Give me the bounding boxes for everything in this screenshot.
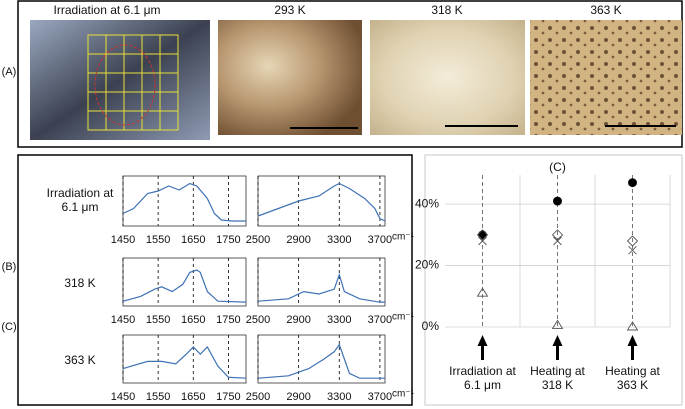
chart-title: (C) bbox=[549, 160, 566, 174]
x-tick-label: 2900 bbox=[286, 234, 310, 246]
spectrum-line bbox=[257, 182, 386, 222]
micrograph bbox=[218, 20, 362, 135]
image-label: 318 K bbox=[431, 3, 462, 17]
x-tick-label: 3700 bbox=[368, 314, 392, 326]
image-label: 363 K bbox=[590, 3, 621, 17]
spectrum-line bbox=[122, 346, 247, 379]
x-tick-label: 1750 bbox=[216, 314, 240, 326]
arrow-head bbox=[627, 335, 638, 346]
x-tick-label: 3300 bbox=[327, 391, 351, 403]
x-tick-label: 1650 bbox=[181, 391, 205, 403]
image-label: 293 K bbox=[274, 3, 305, 17]
micrograph bbox=[370, 20, 525, 135]
x-tick-label: 2900 bbox=[286, 314, 310, 326]
x-tick-label: 3700 bbox=[368, 391, 392, 403]
marker bbox=[626, 235, 639, 247]
arrow-head bbox=[552, 335, 563, 346]
x-tick-label: 3700 bbox=[368, 234, 392, 246]
x-tick-label: 1650 bbox=[181, 314, 205, 326]
x-tick-label: 1750 bbox=[216, 391, 240, 403]
marker bbox=[551, 229, 564, 241]
arrow-head bbox=[477, 335, 488, 346]
row-label: 363 K bbox=[64, 353, 96, 367]
category-label: Heating at 318 K bbox=[530, 364, 585, 392]
row-label: 318 K bbox=[64, 276, 96, 290]
x-tick-label: 1450 bbox=[111, 314, 135, 326]
plot-frame bbox=[257, 334, 386, 384]
x-tick-label: 1450 bbox=[111, 234, 135, 246]
panel-b-frame bbox=[17, 154, 413, 406]
x-tick-label: 2500 bbox=[246, 234, 270, 246]
micrograph bbox=[30, 20, 210, 140]
y-tick-label: 40% bbox=[415, 196, 439, 210]
x-tick-label: 2900 bbox=[286, 391, 310, 403]
x-tick-label: 1450 bbox=[111, 391, 135, 403]
x-tick-label: 3300 bbox=[327, 314, 351, 326]
x-tick-label: 3300 bbox=[327, 234, 351, 246]
plot-frame bbox=[122, 175, 247, 227]
panel-label: (A) bbox=[2, 66, 17, 78]
marker bbox=[551, 319, 564, 329]
spectrum-line bbox=[122, 269, 247, 303]
marker bbox=[628, 245, 637, 255]
plot-frame bbox=[424, 154, 683, 406]
x-tick-label: 2500 bbox=[246, 391, 270, 403]
category-label: Irradiation at 6.1 μm bbox=[449, 364, 516, 392]
marker bbox=[476, 287, 489, 297]
x-tick-label: 2500 bbox=[246, 314, 270, 326]
x-axis-unit: cm⁻¹ bbox=[392, 232, 415, 243]
y-tick-label: 0% bbox=[422, 319, 440, 333]
marker bbox=[553, 236, 562, 246]
y-tick-label: 20% bbox=[415, 258, 439, 272]
marker bbox=[478, 236, 487, 246]
irradiation-outline bbox=[94, 44, 156, 126]
row-label: Irradiation at 6.1 μm bbox=[46, 186, 114, 214]
marker bbox=[553, 196, 562, 206]
micrograph bbox=[530, 20, 682, 135]
marker bbox=[476, 229, 489, 241]
x-tick-label: 1550 bbox=[146, 314, 170, 326]
x-tick-label: 1550 bbox=[146, 234, 170, 246]
panel-label: (C) bbox=[1, 321, 16, 333]
x-axis-unit: cm⁻¹ bbox=[392, 389, 415, 400]
plot-frame bbox=[257, 175, 386, 227]
panel-label: (B) bbox=[2, 261, 17, 273]
plot-frame bbox=[257, 257, 386, 307]
marker bbox=[478, 230, 487, 240]
x-tick-label: 1750 bbox=[216, 234, 240, 246]
image-label: Irradiation at 6.1 μm bbox=[54, 3, 161, 17]
category-label: Heating at 363 K bbox=[605, 364, 660, 392]
irradiation-grid bbox=[87, 34, 179, 131]
marker bbox=[628, 178, 637, 188]
spectrum-line bbox=[257, 272, 385, 303]
x-tick-label: 1550 bbox=[146, 391, 170, 403]
x-axis-unit: cm⁻¹ bbox=[392, 312, 415, 323]
spectrum-line bbox=[257, 343, 385, 379]
marker bbox=[626, 321, 639, 331]
spectrum-line bbox=[122, 182, 246, 222]
x-tick-label: 1650 bbox=[181, 234, 205, 246]
